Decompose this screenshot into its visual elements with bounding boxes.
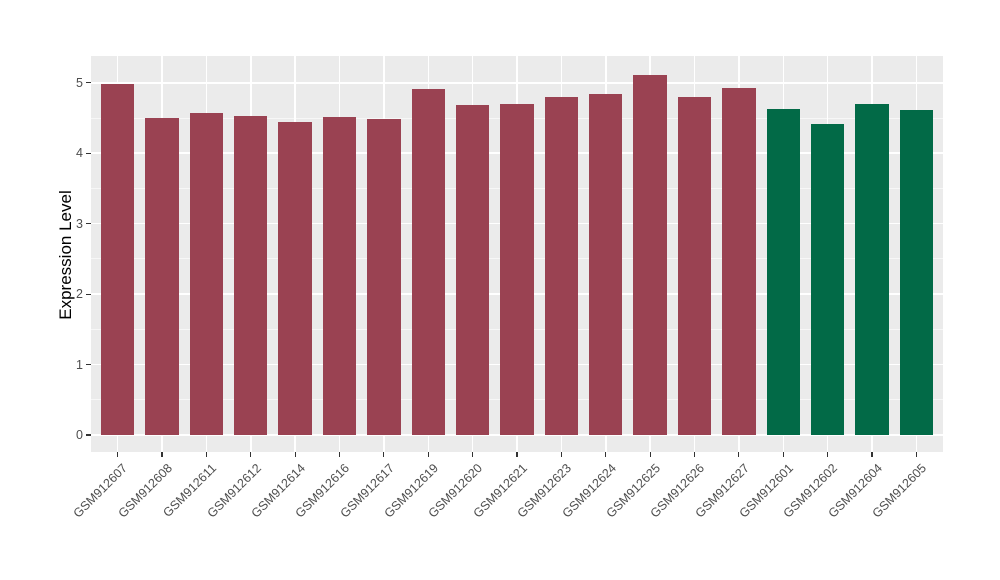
bar <box>367 118 401 436</box>
x-tick-mark <box>871 452 873 457</box>
y-tick-mark <box>86 293 91 295</box>
bar <box>234 115 268 436</box>
x-tick-mark <box>294 452 296 457</box>
bar <box>322 116 357 436</box>
y-tick-mark <box>86 152 91 154</box>
y-tick-mark <box>86 223 91 225</box>
x-tick-mark <box>827 452 829 457</box>
x-tick-mark <box>427 452 429 457</box>
bar <box>677 96 712 436</box>
x-tick-mark <box>738 452 740 457</box>
y-tick-label: 5 <box>76 75 83 90</box>
bar <box>145 118 179 436</box>
x-tick-mark <box>250 452 252 457</box>
x-tick-mark <box>117 452 119 457</box>
bar <box>633 75 667 436</box>
x-tick-mark <box>605 452 607 457</box>
x-tick-mark <box>649 452 651 457</box>
bar <box>500 103 534 436</box>
bar <box>722 88 756 436</box>
bar <box>455 104 490 436</box>
y-tick-label: 1 <box>76 357 83 372</box>
y-tick-mark <box>86 364 91 366</box>
bar <box>589 94 623 436</box>
bar <box>810 123 845 436</box>
bar <box>899 110 934 436</box>
bar <box>544 96 579 436</box>
x-tick-mark <box>338 452 341 457</box>
x-tick-mark <box>205 452 207 457</box>
y-tick-label: 2 <box>76 287 83 302</box>
x-tick-mark <box>516 452 518 457</box>
bar <box>411 89 445 436</box>
plot-panel <box>91 56 943 452</box>
bar <box>766 108 800 436</box>
x-tick-mark <box>383 452 385 457</box>
y-tick-label: 3 <box>76 216 83 231</box>
x-tick-mark <box>472 452 474 457</box>
bar <box>855 103 889 436</box>
y-tick-label: 0 <box>76 428 83 443</box>
bar <box>189 113 224 436</box>
bar <box>100 84 135 436</box>
y-tick-mark <box>86 434 91 436</box>
x-tick-mark <box>915 452 917 457</box>
y-tick-mark <box>86 82 91 84</box>
x-tick-mark <box>782 452 784 457</box>
bar <box>278 121 312 436</box>
x-tick-mark <box>560 452 562 457</box>
y-tick-label: 4 <box>76 146 83 161</box>
x-tick-mark <box>693 452 696 457</box>
x-tick-mark <box>161 452 163 457</box>
